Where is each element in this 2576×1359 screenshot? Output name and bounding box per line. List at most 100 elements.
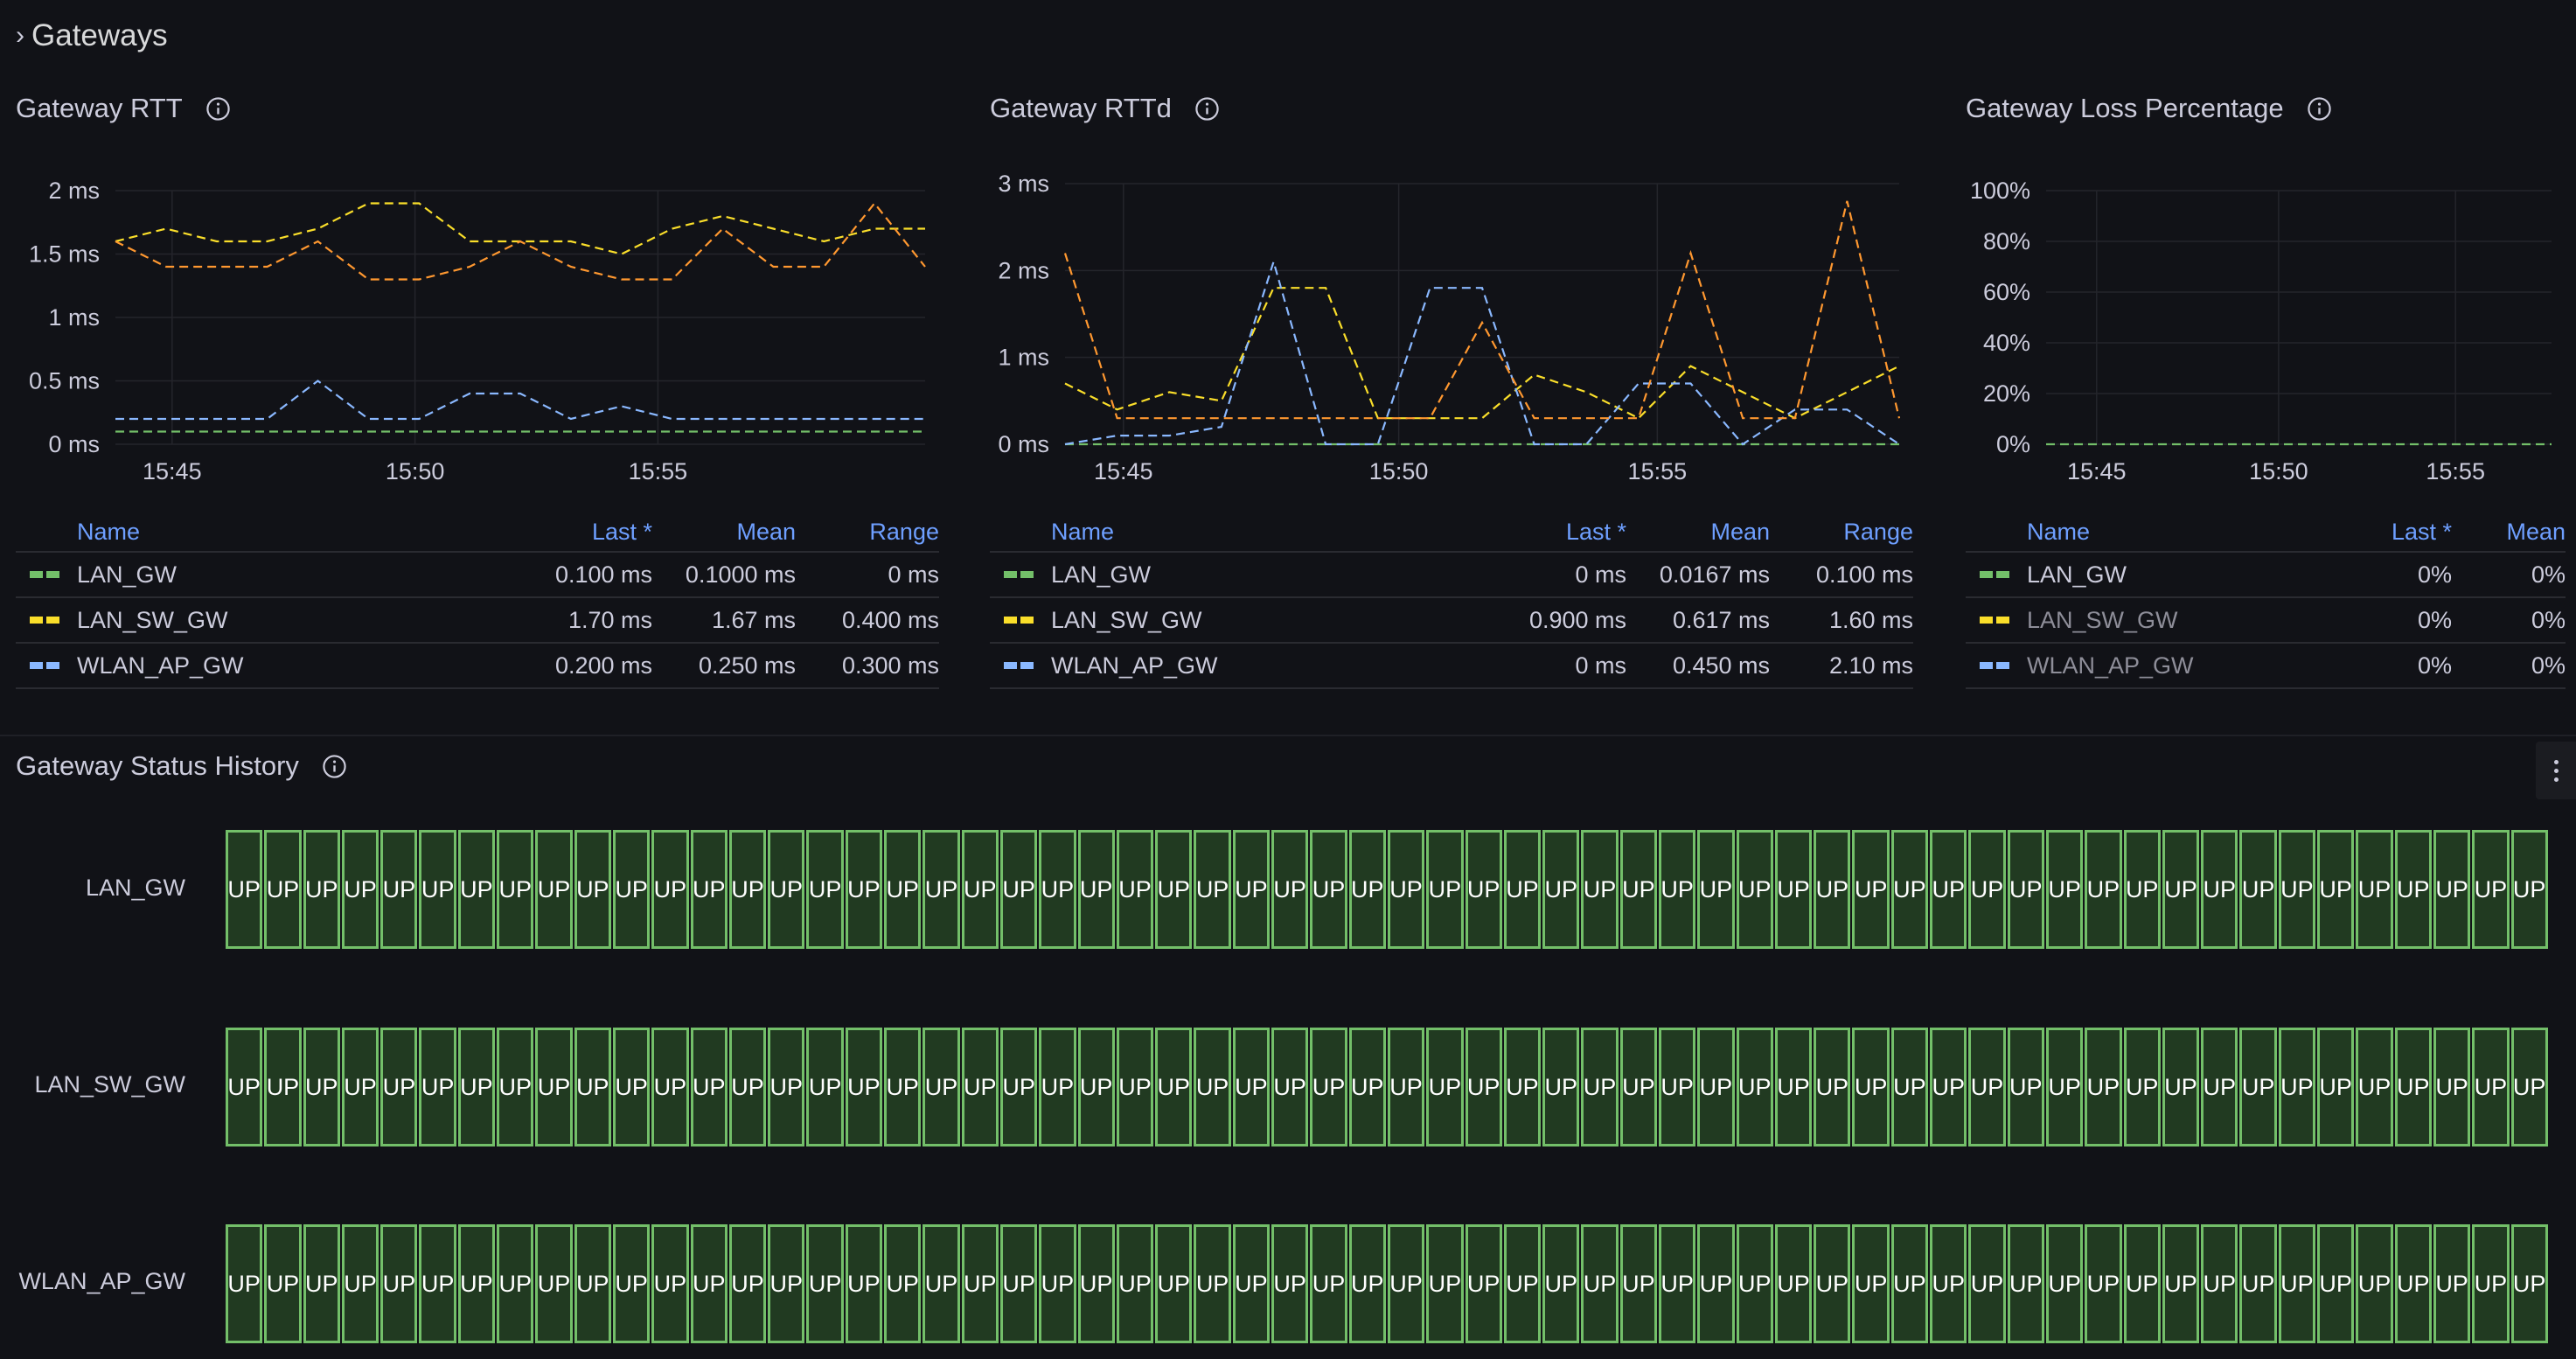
- status-cell[interactable]: UP: [380, 1028, 418, 1146]
- status-cell[interactable]: UP: [2007, 830, 2044, 949]
- status-cell[interactable]: UP: [806, 830, 844, 949]
- status-cell[interactable]: UP: [2007, 1224, 2044, 1343]
- legend-row[interactable]: WLAN_AP_GW 0% 0%: [1966, 644, 2566, 689]
- status-cell[interactable]: UP: [1310, 1224, 1347, 1343]
- status-cell[interactable]: UP: [2433, 830, 2471, 949]
- status-cell[interactable]: UP: [1077, 1028, 1115, 1146]
- status-cell[interactable]: UP: [1774, 1028, 1813, 1146]
- status-cell[interactable]: UP: [612, 830, 651, 949]
- status-cell[interactable]: UP: [884, 830, 922, 949]
- status-cell[interactable]: UP: [1348, 1224, 1386, 1343]
- status-cell[interactable]: UP: [768, 1224, 805, 1343]
- status-cell[interactable]: UP: [806, 1224, 844, 1343]
- status-cell[interactable]: UP: [574, 1224, 611, 1343]
- status-cell[interactable]: UP: [226, 830, 263, 949]
- status-cell[interactable]: UP: [1736, 830, 1773, 949]
- status-cell[interactable]: UP: [2201, 1028, 2238, 1146]
- status-cell[interactable]: UP: [2317, 1224, 2355, 1343]
- status-cell[interactable]: UP: [574, 1028, 611, 1146]
- status-cell[interactable]: UP: [961, 1224, 999, 1343]
- legend-header-name[interactable]: Name: [1051, 518, 1115, 545]
- status-cell[interactable]: UP: [1852, 1028, 1890, 1146]
- status-cell[interactable]: UP: [999, 1224, 1038, 1343]
- legend-row[interactable]: WLAN_AP_GW 0 ms 0.450 ms 2.10 ms: [990, 644, 1913, 689]
- status-cell[interactable]: UP: [2123, 1224, 2161, 1343]
- status-cell[interactable]: UP: [2472, 830, 2510, 949]
- status-cell[interactable]: UP: [2433, 1224, 2471, 1343]
- status-cell[interactable]: UP: [612, 1224, 651, 1343]
- status-cell[interactable]: UP: [2201, 1224, 2238, 1343]
- status-cell[interactable]: UP: [419, 1028, 456, 1146]
- status-cell[interactable]: UP: [2162, 830, 2200, 949]
- status-cell[interactable]: UP: [961, 830, 999, 949]
- status-cell[interactable]: UP: [1697, 830, 1735, 949]
- legend-header-mean[interactable]: Mean: [2506, 518, 2566, 545]
- status-cell[interactable]: UP: [884, 1224, 922, 1343]
- status-cell[interactable]: UP: [2085, 830, 2122, 949]
- status-cell[interactable]: UP: [2433, 1028, 2471, 1146]
- status-cell[interactable]: UP: [1930, 1028, 1967, 1146]
- status-cell[interactable]: UP: [1814, 830, 1851, 949]
- status-cell[interactable]: UP: [497, 1028, 534, 1146]
- status-cell[interactable]: UP: [768, 830, 805, 949]
- status-cell[interactable]: UP: [1426, 1028, 1464, 1146]
- status-cell[interactable]: UP: [845, 830, 883, 949]
- status-cell[interactable]: UP: [612, 1028, 651, 1146]
- chevron-down-icon[interactable]: ›: [16, 21, 24, 50]
- legend-header-range[interactable]: Range: [1843, 518, 1913, 545]
- status-cell[interactable]: UP: [2278, 830, 2316, 949]
- status-cell[interactable]: UP: [690, 830, 728, 949]
- status-cell[interactable]: UP: [1930, 830, 1967, 949]
- status-cell[interactable]: UP: [1232, 830, 1271, 949]
- status-cell[interactable]: UP: [1619, 1028, 1657, 1146]
- status-cell[interactable]: UP: [2007, 1028, 2044, 1146]
- status-cell[interactable]: UP: [2394, 1028, 2432, 1146]
- status-cell[interactable]: UP: [845, 1028, 883, 1146]
- status-cell[interactable]: UP: [1852, 1224, 1890, 1343]
- status-cell[interactable]: UP: [999, 830, 1038, 949]
- status-cell[interactable]: UP: [922, 1224, 960, 1343]
- status-cell[interactable]: UP: [1968, 1224, 2006, 1343]
- status-cell[interactable]: UP: [1271, 1028, 1309, 1146]
- status-cell[interactable]: UP: [1155, 1028, 1193, 1146]
- status-cell[interactable]: UP: [226, 1224, 263, 1343]
- status-cell[interactable]: UP: [1774, 830, 1813, 949]
- status-cell[interactable]: UP: [768, 1028, 805, 1146]
- status-cell[interactable]: UP: [1503, 830, 1542, 949]
- status-cell[interactable]: UP: [2317, 830, 2355, 949]
- status-cell[interactable]: UP: [2356, 1224, 2393, 1343]
- info-icon[interactable]: [205, 96, 231, 122]
- legend-row[interactable]: LAN_SW_GW 1.70 ms 1.67 ms 0.400 ms: [16, 598, 939, 644]
- status-cell[interactable]: UP: [1348, 830, 1386, 949]
- info-icon[interactable]: [2307, 96, 2332, 122]
- status-cell[interactable]: UP: [1503, 1028, 1542, 1146]
- status-cell[interactable]: UP: [651, 1028, 689, 1146]
- legend-row[interactable]: LAN_GW 0 ms 0.0167 ms 0.100 ms: [990, 553, 1913, 598]
- status-cell[interactable]: UP: [2472, 1028, 2510, 1146]
- panel-menu-button[interactable]: [2536, 742, 2576, 799]
- status-cell[interactable]: UP: [1116, 830, 1154, 949]
- status-cell[interactable]: UP: [1736, 1224, 1773, 1343]
- status-cell[interactable]: UP: [2085, 1028, 2122, 1146]
- status-cell[interactable]: UP: [2085, 1224, 2122, 1343]
- status-cell[interactable]: UP: [2123, 830, 2161, 949]
- status-cell[interactable]: UP: [2045, 1224, 2084, 1343]
- status-cell[interactable]: UP: [2317, 1028, 2355, 1146]
- status-cell[interactable]: UP: [1542, 1224, 1580, 1343]
- status-cell[interactable]: UP: [651, 830, 689, 949]
- status-cell[interactable]: UP: [1271, 830, 1309, 949]
- status-cell[interactable]: UP: [1814, 1028, 1851, 1146]
- legend-row[interactable]: LAN_SW_GW 0.900 ms 0.617 ms 1.60 ms: [990, 598, 1913, 644]
- status-cell[interactable]: UP: [1232, 1028, 1271, 1146]
- status-cell[interactable]: UP: [728, 1224, 767, 1343]
- status-cell[interactable]: UP: [2239, 1028, 2277, 1146]
- status-cell[interactable]: UP: [1039, 1224, 1076, 1343]
- status-cell[interactable]: UP: [1697, 1028, 1735, 1146]
- legend-header-last[interactable]: Last *: [1565, 518, 1626, 545]
- status-cell[interactable]: UP: [2162, 1224, 2200, 1343]
- status-cell[interactable]: UP: [380, 830, 418, 949]
- status-cell[interactable]: UP: [1039, 1028, 1076, 1146]
- status-cell[interactable]: UP: [457, 830, 496, 949]
- status-cell[interactable]: UP: [341, 830, 379, 949]
- status-cell[interactable]: UP: [535, 1224, 573, 1343]
